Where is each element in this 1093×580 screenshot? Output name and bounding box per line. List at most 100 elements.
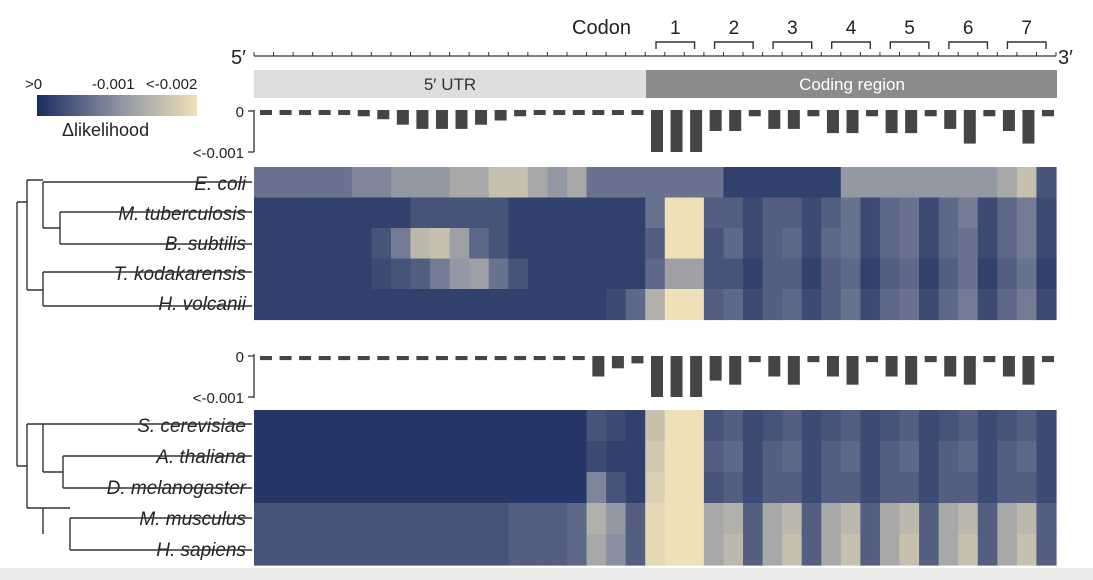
heatmap-cell — [801, 503, 822, 535]
heatmap-cell — [664, 167, 685, 199]
heatmap-cell — [508, 503, 529, 535]
heatmap-cell — [625, 167, 646, 199]
heatmap-cell — [508, 258, 529, 290]
heatmap-cell — [488, 197, 509, 229]
bar — [572, 356, 585, 361]
heatmap-cell — [410, 289, 431, 321]
bar — [885, 356, 898, 377]
bar-y-label-bottom: <-0.001 — [193, 390, 244, 407]
heatmap-cell — [919, 441, 940, 473]
heatmap-cell — [703, 258, 725, 290]
heatmap-cell — [371, 197, 392, 229]
heatmap-cell — [625, 289, 646, 321]
heatmap-cell — [684, 228, 705, 260]
heatmap-cell — [684, 197, 705, 229]
bar — [1022, 110, 1035, 144]
heatmap-cell — [566, 289, 588, 321]
heatmap-cell — [977, 441, 998, 473]
heatmap-cell — [527, 472, 549, 504]
bar — [748, 110, 761, 117]
heatmap-cell — [1036, 258, 1057, 290]
heatmap-cell — [371, 503, 392, 535]
heatmap-cell — [469, 534, 490, 566]
five-prime-label: 5′ — [231, 47, 246, 69]
heatmap-cell — [293, 441, 314, 473]
heatmap-cell — [997, 258, 1018, 290]
heatmap-cell — [840, 472, 861, 504]
heatmap-cell — [410, 167, 431, 199]
heatmap-cell — [527, 503, 549, 535]
heatmap-cell — [782, 410, 803, 442]
bar — [299, 356, 312, 361]
heatmap-cell — [312, 289, 333, 321]
heatmap-cell — [879, 228, 901, 260]
heatmap-cell — [410, 228, 431, 260]
codon-bracket — [1006, 41, 1047, 49]
heatmap-cell — [821, 228, 842, 260]
heatmap-cell — [527, 410, 549, 442]
bar — [807, 110, 820, 117]
heatmap-cell — [645, 441, 666, 473]
heatmap-cell — [430, 534, 451, 566]
heatmap-cell — [684, 472, 705, 504]
heatmap-cell — [782, 197, 803, 229]
colorbar-title: Δlikelihood — [62, 120, 149, 140]
heatmap-cell — [899, 228, 920, 260]
heatmap-cell — [273, 410, 294, 442]
heatmap-cell — [332, 503, 353, 535]
eukaryote-bar-panel: 0 <-0.001 — [193, 349, 1054, 407]
heatmap-cell — [332, 289, 353, 321]
heatmap-cell — [508, 228, 529, 260]
heatmap-cell — [919, 197, 940, 229]
heatmap-cell — [997, 167, 1018, 199]
heatmap-cell — [723, 534, 744, 566]
heatmap-cell — [469, 472, 490, 504]
heatmap-cell — [430, 228, 451, 260]
heatmap-cell — [879, 534, 901, 566]
heatmap-cell — [527, 441, 549, 473]
bar — [768, 110, 781, 129]
heatmap-cell — [782, 289, 803, 321]
heatmap-cell — [801, 441, 822, 473]
heatmap-cell — [860, 410, 881, 442]
species-label: S. cerevisiae — [137, 416, 246, 437]
heatmap-cell — [821, 410, 842, 442]
heatmap-cell — [977, 410, 998, 442]
heatmap-cell — [508, 289, 529, 321]
bar — [338, 110, 351, 116]
heatmap-cell — [801, 167, 822, 199]
heatmap-cell — [254, 197, 275, 229]
coding-band — [646, 70, 1057, 98]
heatmap-cell — [801, 228, 822, 260]
heatmap-cell — [821, 197, 842, 229]
heatmap-cell — [919, 289, 940, 321]
heatmap-cell — [547, 441, 568, 473]
bar-y-label-top: 0 — [236, 349, 244, 366]
bar — [748, 356, 761, 363]
species-label: T. kodakarensis — [114, 264, 247, 285]
heatmap-cell — [508, 410, 529, 442]
heatmap-cell — [390, 534, 412, 566]
bar — [866, 356, 879, 363]
phylogenetic-tree — [16, 179, 252, 551]
bar — [260, 356, 272, 361]
heatmap-cell — [801, 289, 822, 321]
heatmap-cell — [566, 410, 588, 442]
heatmap-cell — [430, 258, 451, 290]
heatmap-cell — [919, 228, 940, 260]
bar — [611, 110, 624, 116]
heatmap-cell — [664, 197, 685, 229]
heatmap-cell — [958, 197, 979, 229]
heatmap-cell — [410, 441, 431, 473]
heatmap-cell — [273, 472, 294, 504]
heatmap-cell — [977, 472, 998, 504]
heatmap-cell — [351, 197, 372, 229]
bar — [357, 356, 370, 361]
bar — [905, 110, 918, 134]
heatmap-cell — [840, 167, 861, 199]
colorbar-tick-label: -0.001 — [92, 76, 135, 93]
heatmap-cell — [645, 534, 666, 566]
heatmap-cell — [410, 472, 431, 504]
heatmap-cell — [860, 258, 881, 290]
heatmap-cell — [723, 167, 744, 199]
